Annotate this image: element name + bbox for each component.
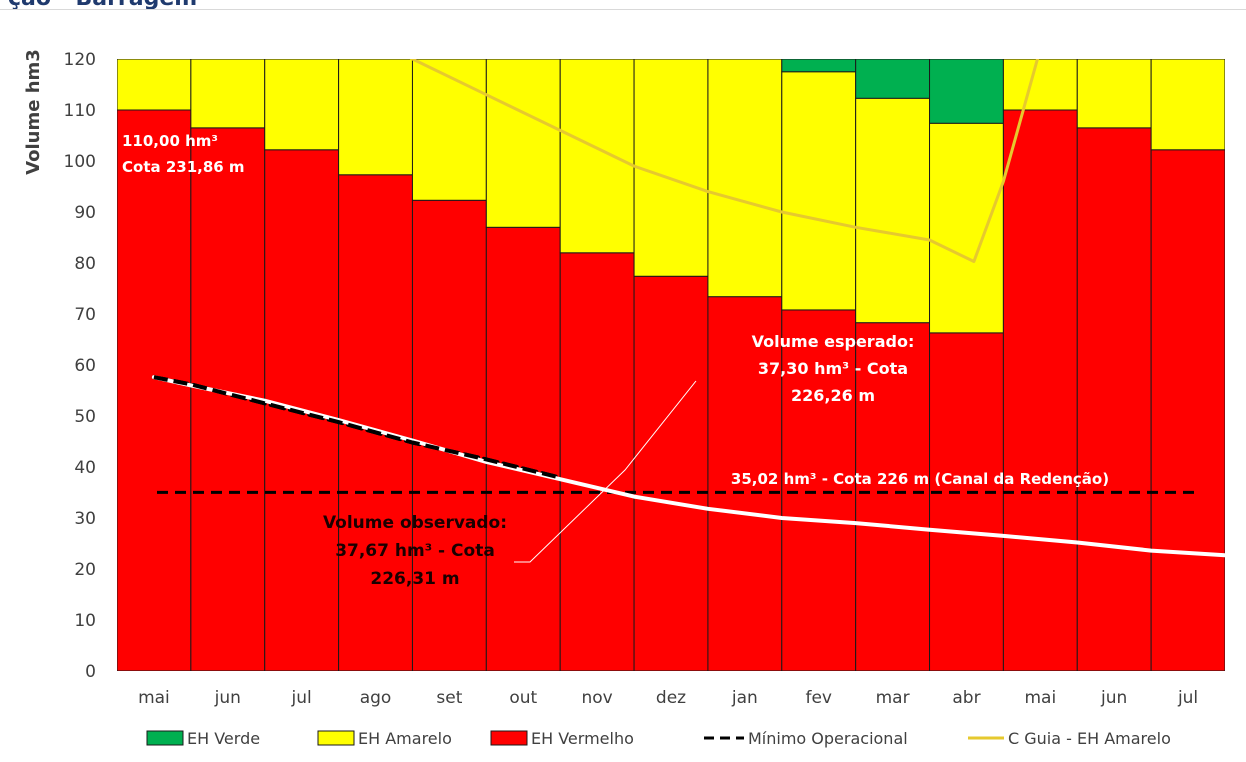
esperado-cota: 226,26 m: [791, 386, 875, 405]
legend-label-mnimo-operacional: Mínimo Operacional: [748, 729, 908, 748]
observado-cota: 226,31 m: [370, 569, 459, 589]
bar-eh-vermelho-5: [485, 226, 561, 671]
axis-layer: Volume hm3 0 10 20 30 40 50 60 70 80 90 100 110 120 m…: [23, 49, 1198, 708]
bar-eh-vermelho-0: [117, 109, 192, 671]
bar-eh-vermelho-9: [781, 309, 857, 671]
y-tick-100: 100: [64, 152, 96, 172]
y-tick-50: 50: [74, 407, 96, 427]
x-tick-0: mai: [138, 688, 170, 708]
bar-eh-amarelo-3: [338, 59, 413, 176]
header-divider: [0, 9, 1246, 10]
line-volume-esperado: [151, 375, 1225, 558]
bar-eh-verde-9: [781, 59, 857, 73]
y-tick-0: 0: [85, 662, 96, 682]
y-axis-label: Volume hm3: [23, 49, 44, 175]
y-tick-90: 90: [74, 203, 96, 223]
x-tick-8: jan: [731, 688, 758, 708]
x-tick-4: set: [436, 688, 462, 708]
x-tick-9: fev: [805, 688, 832, 708]
x-tick-3: ago: [360, 688, 392, 708]
y-tick-120: 120: [64, 50, 96, 70]
observado-leader-line: [514, 380, 697, 563]
x-tick-5: out: [509, 688, 537, 708]
bar-eh-vermelho-11: [929, 332, 1004, 671]
bar-eh-vermelho-6: [559, 252, 635, 671]
bar-eh-amarelo-12: [1002, 59, 1078, 111]
y-tick-40: 40: [74, 458, 96, 478]
x-tick-1: jun: [214, 688, 241, 708]
y-tick-110: 110: [64, 101, 96, 121]
x-tick-6: nov: [582, 688, 613, 708]
observado-value: 37,67 hm³ - Cota: [335, 541, 495, 561]
bar-eh-vermelho-8: [707, 296, 783, 671]
callouts-layer: [514, 380, 697, 563]
header-strip: ção - Barragem: [0, 0, 1246, 12]
minimo-label: 35,02 hm³ - Cota 226 m (Canal da Redençã…: [731, 470, 1109, 488]
bar-eh-vermelho-12: [1002, 109, 1078, 671]
x-tick-14: jul: [1177, 688, 1198, 708]
y-tick-60: 60: [74, 356, 96, 376]
bar-eh-amarelo-1: [190, 59, 266, 129]
legend: EH Verde EH Amarelo EH Vermelho Mínimo Oper…: [146, 729, 1171, 748]
header-title: ção - Barragem: [8, 0, 197, 11]
line-volume-observado-overlay: [153, 375, 561, 480]
bar-eh-vermelho-4: [411, 199, 487, 671]
bars-layer: [117, 59, 1225, 671]
max-volume-label: 110,00 hm³: [122, 132, 218, 150]
bar-eh-amarelo-14: [1150, 59, 1225, 151]
x-tick-11: abr: [952, 688, 980, 708]
legend-label-eh-verde: EH Verde: [187, 729, 260, 748]
legend-swatch-eh-verde: [146, 730, 184, 746]
bar-eh-amarelo-10: [855, 97, 931, 324]
y-tick-70: 70: [74, 305, 96, 325]
x-tick-2: jul: [291, 688, 312, 708]
bar-eh-amarelo-13: [1076, 59, 1152, 129]
bar-eh-amarelo-5: [485, 59, 561, 228]
x-tick-10: mar: [876, 688, 910, 708]
bar-eh-verde-10: [855, 59, 931, 99]
line-c-guia---eh-amarelo: [409, 59, 1040, 263]
bar-eh-amarelo-8: [707, 59, 783, 298]
bar-eh-amarelo-11: [929, 122, 1004, 334]
bar-eh-amarelo-2: [264, 59, 340, 151]
legend-label-c-guia---eh-amarelo: C Guia - EH Amarelo: [1008, 729, 1171, 748]
legend-swatch-eh-amarelo: [317, 730, 355, 746]
legend-label-eh-vermelho: EH Vermelho: [531, 729, 634, 748]
esperado-value: 37,30 hm³ - Cota: [758, 359, 908, 378]
x-tick-13: jun: [1100, 688, 1127, 708]
x-tick-12: mai: [1024, 688, 1056, 708]
bar-eh-amarelo-4: [411, 59, 487, 201]
bar-eh-verde-11: [929, 59, 1004, 124]
y-tick-20: 20: [74, 560, 96, 580]
y-tick-10: 10: [74, 611, 96, 631]
legend-swatch-eh-vermelho: [490, 730, 528, 746]
legend-label-eh-amarelo: EH Amarelo: [358, 729, 452, 748]
lines-layer: [151, 59, 1225, 558]
esperado-title: Volume esperado:: [752, 332, 915, 351]
bar-eh-amarelo-0: [117, 59, 192, 111]
max-volume-cota-label: Cota 231,86 m: [122, 158, 245, 176]
annotations-layer: 110,00 hm³ Cota 231,86 m Volume esperado…: [122, 132, 1109, 589]
bar-eh-vermelho-7: [633, 275, 709, 671]
bar-eh-amarelo-7: [633, 59, 709, 277]
bar-eh-vermelho-14: [1150, 149, 1225, 671]
y-tick-80: 80: [74, 254, 96, 274]
bar-eh-amarelo-6: [559, 59, 635, 254]
y-tick-30: 30: [74, 509, 96, 529]
bar-eh-amarelo-9: [781, 71, 857, 311]
observado-title: Volume observado:: [323, 513, 507, 533]
bar-eh-vermelho-13: [1076, 127, 1152, 671]
x-tick-7: dez: [656, 688, 686, 708]
